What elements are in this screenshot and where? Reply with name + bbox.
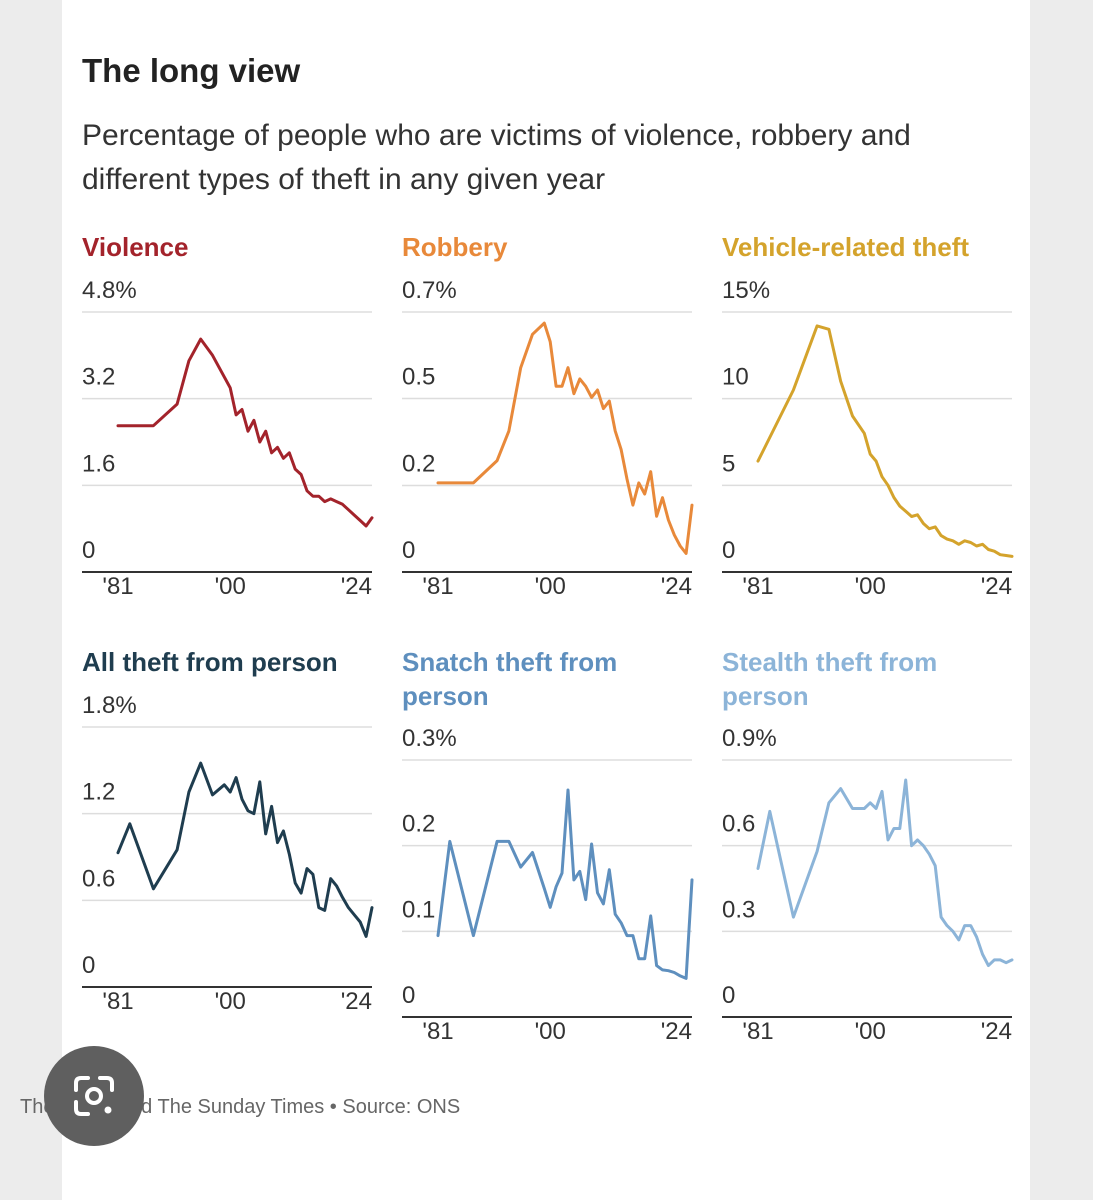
y-tick-label: 0.9% — [722, 725, 777, 752]
x-tick-label: '00 — [855, 1018, 886, 1045]
y-tick-label: 0.1 — [402, 896, 435, 923]
chart-title: person — [722, 681, 809, 711]
y-tick-label: 4.8% — [82, 277, 137, 304]
x-tick-label: '00 — [535, 573, 566, 600]
x-tick-label: '81 — [422, 573, 453, 600]
x-tick-label: '24 — [341, 573, 372, 600]
y-tick-label: 5 — [722, 450, 735, 477]
y-tick-label: 3.2 — [82, 364, 115, 391]
x-tick-label: '00 — [855, 573, 886, 600]
x-tick-label: '00 — [535, 1018, 566, 1045]
all-theft-from-person-chart: All theft from person 0 0.6 1.2 1.8% '81 '00 '2… — [82, 647, 374, 1015]
y-tick-label: 0 — [402, 982, 415, 1009]
y-tick-label: 0.5 — [402, 364, 435, 391]
y-tick-label: 0.6 — [82, 865, 115, 892]
x-tick-label: '81 — [102, 573, 133, 600]
x-tick-label: '81 — [742, 573, 773, 600]
x-tick-label: '00 — [215, 988, 246, 1015]
violence-chart: Violence 0 1.6 3.2 4.8% '81 '00 '24 — [82, 232, 374, 600]
chart-title: Snatch theft from — [402, 647, 617, 677]
y-tick-label: 0 — [722, 982, 735, 1009]
x-tick-label: '81 — [422, 1018, 453, 1045]
series-line — [116, 761, 374, 938]
y-tick-label: 0.2 — [402, 811, 435, 838]
chart-title: Robbery — [402, 232, 508, 262]
x-tick-label: '24 — [661, 573, 692, 600]
google-lens-icon — [74, 1076, 114, 1116]
x-tick-label: '00 — [215, 573, 246, 600]
x-tick-label: '24 — [341, 988, 372, 1015]
series-line — [436, 321, 694, 555]
x-tick-label: '81 — [102, 988, 133, 1015]
y-tick-label: 0 — [82, 952, 95, 979]
y-tick-label: 1.2 — [82, 779, 115, 806]
series-line — [756, 778, 1014, 968]
y-tick-label: 0.3 — [722, 896, 755, 923]
y-tick-label: 0.7% — [402, 277, 457, 304]
chart-title: Stealth theft from — [722, 647, 937, 677]
stealth-theft-chart: Stealth theft from person 0 0.3 0.6 0.9% '81 '0… — [722, 647, 1014, 1045]
chart-title: All theft from person — [82, 647, 338, 677]
chart-title: Vehicle-related theft — [722, 232, 969, 262]
y-tick-label: 1.6 — [82, 450, 115, 477]
y-tick-label: 15% — [722, 277, 770, 304]
y-tick-label: 0.6 — [722, 811, 755, 838]
series-line — [436, 788, 694, 980]
page-subtitle: Percentage of people who are victims of … — [82, 119, 911, 196]
y-tick-label: 10 — [722, 364, 749, 391]
y-tick-label: 0.3% — [402, 725, 457, 752]
y-tick-label: 0 — [722, 537, 735, 564]
x-tick-label: '81 — [742, 1018, 773, 1045]
chart-title: person — [402, 681, 489, 711]
vehicle-theft-chart: Vehicle-related theft 0 5 10 15% '81 '00 '24 — [722, 232, 1014, 600]
snatch-theft-chart: Snatch theft from person 0 0.1 0.2 0.3% '81 '00… — [402, 647, 694, 1045]
chart-card: The long view Percentage of people who a… — [62, 0, 1030, 1200]
google-lens-button[interactable] — [44, 1046, 144, 1146]
y-tick-label: 0 — [402, 537, 415, 564]
x-tick-label: '24 — [981, 573, 1012, 600]
footer-separator: • — [329, 1096, 337, 1118]
footer-source: Source: ONS — [342, 1096, 461, 1118]
y-tick-label: 0 — [82, 537, 95, 564]
y-tick-label: 1.8% — [82, 692, 137, 719]
series-line — [756, 324, 1014, 558]
y-tick-label: 0.2 — [402, 450, 435, 477]
x-tick-label: '24 — [981, 1018, 1012, 1045]
robbery-chart: Robbery 0 0.2 0.5 0.7% '81 '00 '24 — [402, 232, 694, 600]
page-title: The long view — [82, 52, 301, 89]
x-tick-label: '24 — [661, 1018, 692, 1045]
chart-title: Violence — [82, 232, 188, 262]
series-line — [116, 337, 374, 528]
